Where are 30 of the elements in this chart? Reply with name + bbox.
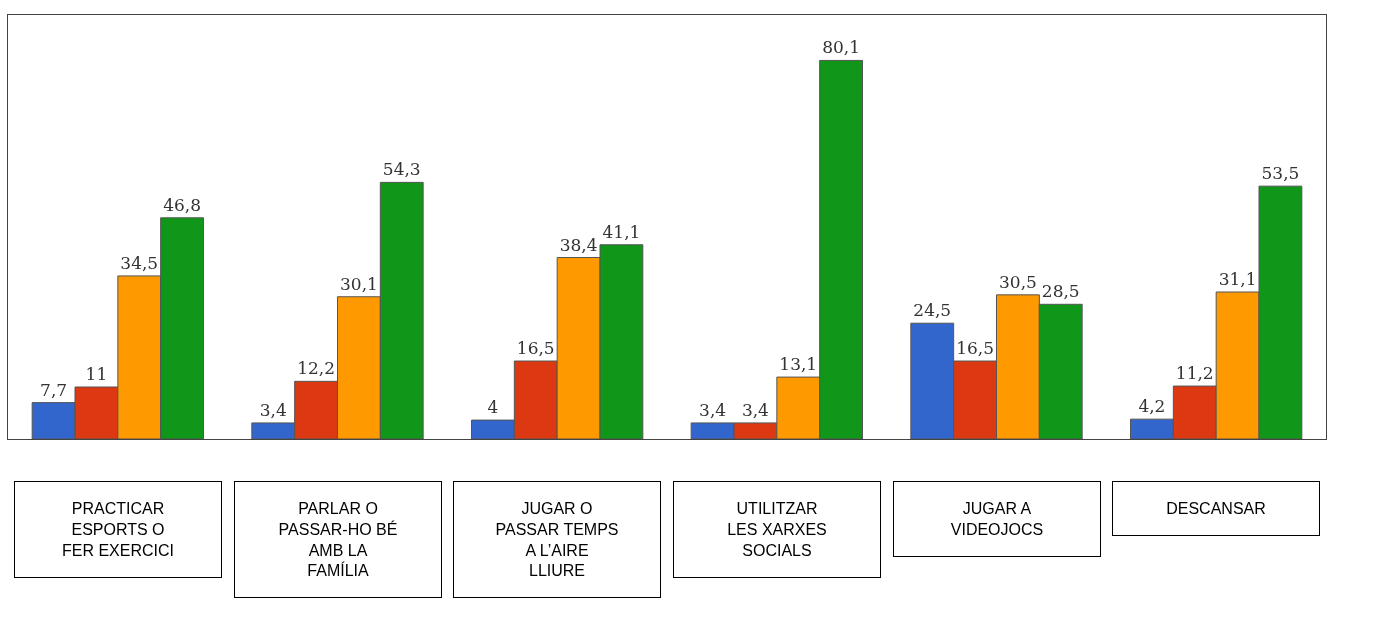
data-label: 41,1 xyxy=(602,221,641,242)
data-label: 46,8 xyxy=(163,194,202,215)
data-label: 34,5 xyxy=(120,252,159,273)
data-label: 11 xyxy=(85,364,108,385)
x-tick-label: PRACTICAR ESPORTS O FER EXERCICI xyxy=(61,500,175,559)
data-label: 54,3 xyxy=(382,159,421,180)
data-label: 16,5 xyxy=(516,338,555,359)
data-label: 28,5 xyxy=(1041,281,1080,302)
x-tick-label: PARLAR O PASSAR-HO BÉ AMB LA FAMÍLIA xyxy=(278,500,398,580)
data-label: 80,1 xyxy=(822,37,861,58)
data-label: 16,5 xyxy=(956,338,995,359)
x-tick-label: JUGAR A VIDEOJOCS xyxy=(950,500,1044,538)
data-label: 12,2 xyxy=(297,358,336,379)
data-label: 30,5 xyxy=(998,271,1037,292)
data-label: 3,4 xyxy=(699,399,727,420)
data-label: 3,4 xyxy=(741,399,769,420)
data-label: 38,4 xyxy=(559,234,598,255)
data-label: 53,5 xyxy=(1261,163,1300,184)
x-tick-label: DESCANSAR xyxy=(1166,500,1266,517)
data-label: 11,2 xyxy=(1175,363,1214,384)
data-label: 7,7 xyxy=(40,379,68,400)
data-label: 4,2 xyxy=(1138,396,1166,417)
data-label: 13,1 xyxy=(779,354,818,375)
x-tick-label: UTILITZAR LES XARXES SOCIALS xyxy=(727,500,827,559)
data-label: 31,1 xyxy=(1218,269,1257,290)
data-label: 24,5 xyxy=(913,300,952,321)
x-tick-label: JUGAR O PASSAR TEMPS A L’AIRE LLIURE xyxy=(495,500,619,580)
data-label: 30,1 xyxy=(339,273,378,294)
data-label: 4 xyxy=(487,397,499,418)
data-label: 3,4 xyxy=(259,399,287,420)
